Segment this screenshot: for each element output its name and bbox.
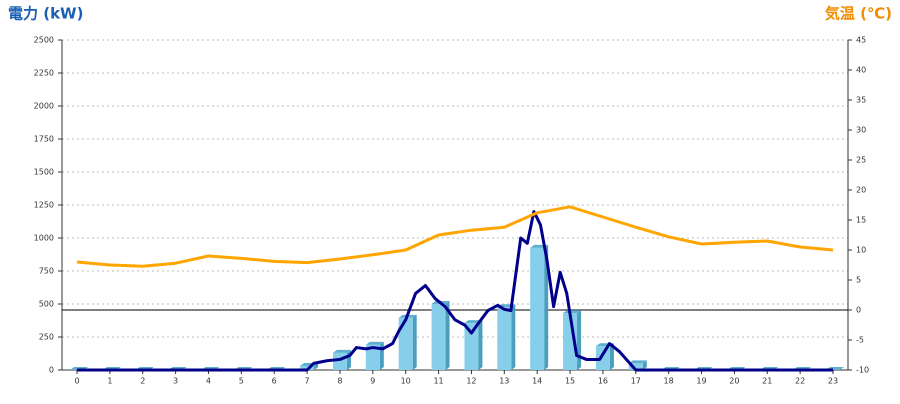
y-tick-label: 1750 — [34, 135, 54, 144]
x-tick-label: 10 — [401, 377, 411, 386]
x-tick-label: 20 — [729, 377, 739, 386]
bar-side — [412, 314, 417, 370]
bar-top — [628, 360, 647, 364]
y-axis-title: 電力 (kW) — [8, 5, 83, 23]
bar-top — [332, 349, 351, 353]
bar-side — [609, 343, 614, 370]
x-tick-label: 0 — [74, 377, 79, 386]
x-tick-label: 9 — [370, 377, 375, 386]
x-tick-label: 3 — [173, 377, 178, 386]
bar — [398, 317, 413, 370]
bar — [530, 247, 545, 370]
bar-side — [544, 244, 549, 370]
y2-tick-label: 20 — [856, 186, 866, 195]
bar-top — [563, 310, 582, 314]
bar-side — [314, 363, 319, 370]
bar-side — [577, 310, 582, 370]
temperature-line — [76, 205, 834, 268]
x-tick-label: 13 — [499, 377, 509, 386]
y2-tick-label: -5 — [856, 336, 864, 345]
y-tick-label: 1250 — [34, 201, 54, 210]
bar — [365, 344, 380, 370]
y2-tick-label: 0 — [856, 306, 861, 315]
bar — [497, 307, 512, 370]
x-tick-label: 21 — [762, 377, 772, 386]
y-tick-label: 2000 — [34, 102, 54, 111]
y2-tick-label: 10 — [856, 246, 866, 255]
y2-tick-label: 40 — [856, 66, 866, 75]
x-tick-label: 1 — [107, 377, 112, 386]
x-tick-label: 4 — [206, 377, 211, 386]
x-tick-label: 17 — [631, 377, 641, 386]
y2-tick-label: 30 — [856, 126, 866, 135]
x-tick-label: 18 — [664, 377, 674, 386]
bar-side — [642, 360, 647, 370]
x-tick-label: 2 — [140, 377, 145, 386]
y-tick-label: 500 — [39, 300, 54, 309]
y2-tick-label: 15 — [856, 216, 866, 225]
y-tick-label: 1000 — [34, 234, 54, 243]
y2-tick-label: 25 — [856, 156, 866, 165]
y2-tick-label: -10 — [856, 366, 869, 375]
bar-side — [379, 341, 384, 370]
y-tick-label: 250 — [39, 333, 54, 342]
x-tick-label: 5 — [239, 377, 244, 386]
x-tick-label: 23 — [828, 377, 838, 386]
y2-tick-label: 35 — [856, 96, 866, 105]
y-tick-label: 750 — [39, 267, 54, 276]
x-tick-label: 11 — [433, 377, 443, 386]
y-tick-label: 2500 — [34, 36, 54, 45]
x-tick-label: 6 — [272, 377, 277, 386]
y-tick-label: 2250 — [34, 69, 54, 78]
x-tick-label: 7 — [305, 377, 310, 386]
bar — [628, 363, 643, 370]
x-tick-label: 14 — [532, 377, 542, 386]
y2-tick-label: 45 — [856, 36, 866, 45]
x-tick-label: 16 — [598, 377, 608, 386]
y2-tick-label: 5 — [856, 276, 861, 285]
bar-side — [445, 301, 450, 370]
bar — [431, 304, 446, 370]
bar-top — [365, 341, 384, 345]
bar-side — [478, 320, 483, 370]
y-tick-label: 1500 — [34, 168, 54, 177]
power-line — [77, 210, 833, 372]
bar — [595, 346, 610, 370]
x-tick-label: 15 — [565, 377, 575, 386]
y2-axis-title: 気温 (℃) — [825, 5, 892, 23]
bar-side — [511, 304, 516, 370]
x-tick-label: 22 — [795, 377, 805, 386]
x-tick-label: 8 — [337, 377, 342, 386]
x-tick-label: 19 — [696, 377, 706, 386]
bar — [464, 323, 479, 370]
x-tick-label: 12 — [466, 377, 476, 386]
y-tick-label: 0 — [49, 366, 54, 375]
